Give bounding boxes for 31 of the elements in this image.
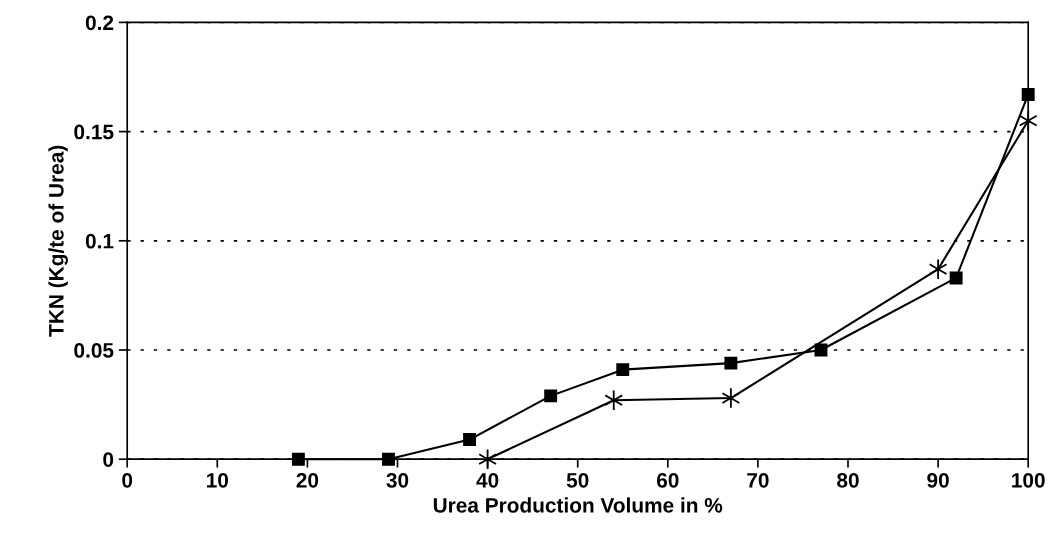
point [721,387,741,409]
x-tick-label: 40 [476,472,499,488]
y-tick-label: 0.15 [74,124,114,140]
point [616,363,630,377]
y-axis-title: TKN (Kg/te of Urea) [48,145,68,337]
x-tick-label: 30 [386,472,409,488]
point [1021,88,1035,101]
point [382,452,395,466]
y-tick-label: 0.05 [74,343,114,358]
point [949,271,963,285]
point [724,356,738,370]
point [928,258,948,280]
x-tick-label: 0 [122,472,133,488]
x-tick-label: 10 [207,472,229,488]
x-tick-label: 50 [566,472,589,488]
x-tick-label: 70 [747,472,769,488]
x-tick-label: 80 [837,472,859,488]
point [1018,110,1038,132]
point [463,433,477,447]
point [544,389,558,403]
x-tick-label: 20 [296,472,319,488]
point [291,452,305,466]
y-tick-label: 0.2 [85,15,114,31]
y-tick-label: 0.1 [85,233,114,249]
point [604,389,624,411]
y-tick-label: 0 [103,452,114,467]
x-axis-title: Urea Production Volume in % [433,497,723,513]
x-tick-label: 100 [1012,472,1045,488]
x-tick-label: 60 [656,472,679,488]
point [478,448,497,470]
x-tick-label: 90 [927,472,949,488]
